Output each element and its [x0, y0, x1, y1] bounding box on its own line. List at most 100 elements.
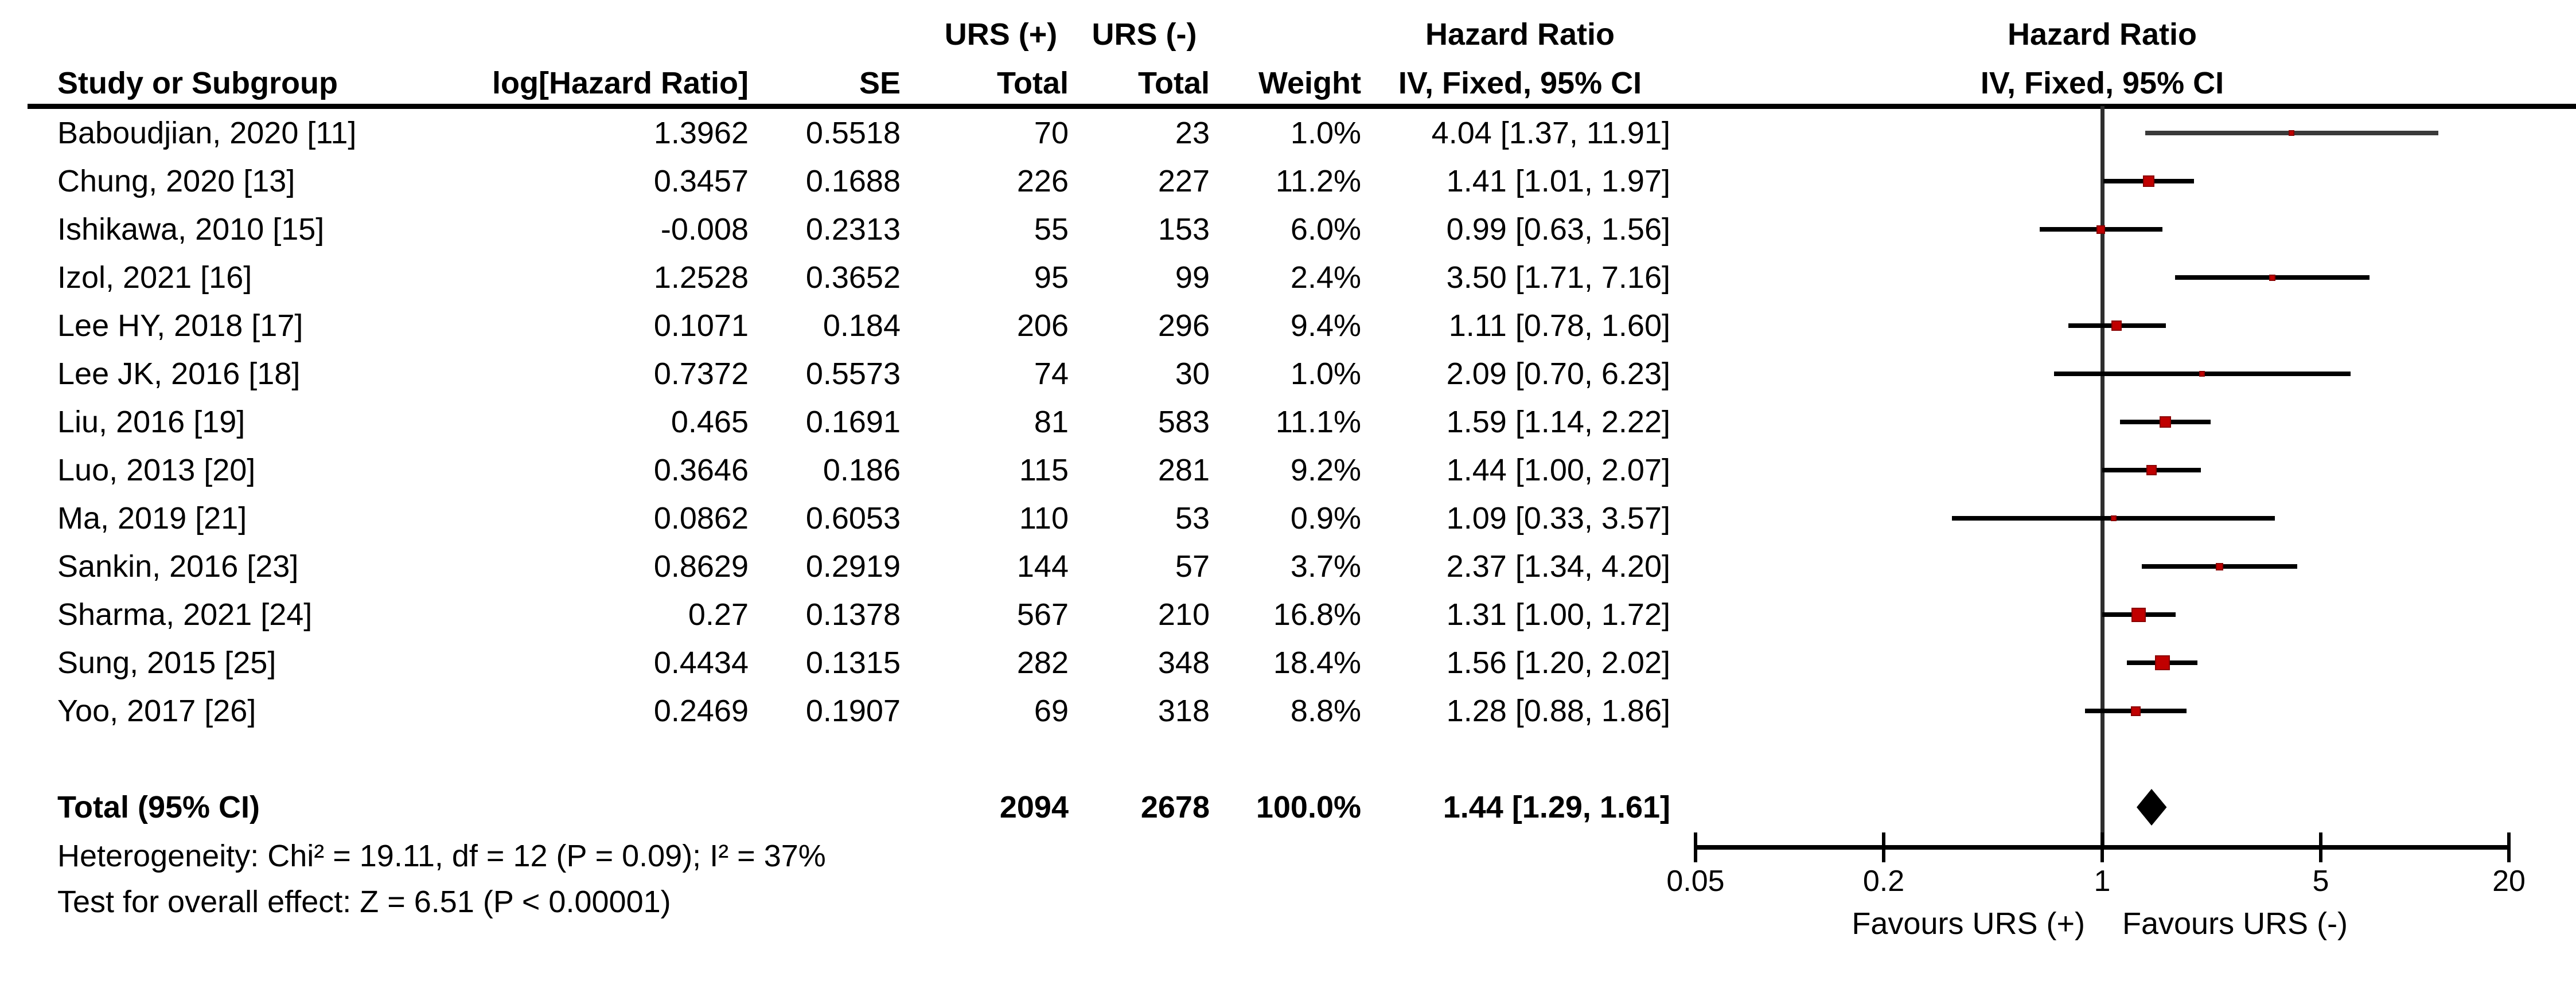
- log-hazard-ratio-value: 0.1071: [653, 308, 749, 343]
- hazard-ratio-ci-value: 4.04 [1.37, 11.91]: [1431, 116, 1670, 150]
- weight-value: 6.0%: [1290, 212, 1361, 247]
- urs-neg-total-value: 153: [1158, 212, 1210, 247]
- log-hazard-ratio-value: 1.2528: [653, 260, 749, 295]
- urs-pos-total-value: 95: [1034, 260, 1069, 295]
- urs-neg-total-value: 348: [1158, 646, 1210, 680]
- log-hazard-ratio-value: 0.465: [671, 405, 749, 439]
- weight-value: 16.8%: [1273, 597, 1361, 632]
- weight-value: 11.1%: [1275, 405, 1361, 439]
- column-header-log-hazard-ratio: log[Hazard Ratio]: [492, 66, 749, 100]
- urs-pos-total-value: 69: [1034, 694, 1069, 728]
- favours-left-label: Favours URS (+): [1852, 906, 2085, 941]
- se-value: 0.5573: [805, 357, 901, 391]
- urs-pos-total-value: 74: [1034, 357, 1069, 391]
- se-value: 0.1691: [805, 405, 901, 439]
- log-hazard-ratio-value: 0.2469: [653, 694, 749, 728]
- urs-pos-total-value: 206: [1016, 308, 1069, 343]
- weight-value: 9.4%: [1290, 308, 1361, 343]
- x-axis-tick: [2507, 832, 2511, 862]
- column-header-weight: Weight: [1258, 66, 1361, 100]
- study-name: Izol, 2021 [16]: [57, 260, 252, 295]
- se-value: 0.3652: [805, 260, 901, 295]
- hazard-ratio-ci-value: 1.31 [1.00, 1.72]: [1446, 597, 1670, 632]
- urs-neg-total-value: 227: [1158, 164, 1210, 198]
- se-value: 0.2919: [805, 549, 901, 584]
- hazard-ratio-ci-value: 1.09 [0.33, 3.57]: [1446, 501, 1670, 535]
- study-name: Liu, 2016 [19]: [57, 405, 245, 439]
- log-hazard-ratio-value: 0.4434: [653, 646, 749, 680]
- effect-size-square: [2111, 515, 2117, 521]
- effect-size-square: [2155, 655, 2170, 670]
- weight-value: 0.9%: [1290, 501, 1361, 535]
- log-hazard-ratio-value: 0.0862: [653, 501, 749, 535]
- study-name: Sharma, 2021 [24]: [57, 597, 313, 632]
- urs-pos-total-value: 110: [1019, 501, 1069, 535]
- hazard-ratio-ci-value: 1.11 [0.78, 1.60]: [1448, 308, 1670, 343]
- effect-size-square: [2143, 175, 2155, 187]
- column-header-se: SE: [859, 66, 901, 100]
- study-name: Luo, 2013 [20]: [57, 453, 256, 487]
- effect-size-square: [2130, 706, 2141, 716]
- study-name: Lee JK, 2016 [18]: [57, 357, 301, 391]
- x-axis-tick-label: 5: [2312, 865, 2329, 898]
- effect-size-square: [2096, 225, 2106, 234]
- weight-value: 2.4%: [1290, 260, 1361, 295]
- x-axis-tick-label: 0.2: [1862, 865, 1905, 898]
- total-weight-value: 100.0%: [1256, 790, 1361, 824]
- urs-neg-total-value: 583: [1158, 405, 1210, 439]
- se-value: 0.2313: [805, 212, 901, 247]
- urs-neg-total-value: 296: [1158, 308, 1210, 343]
- hazard-ratio-ci-value: 0.99 [0.63, 1.56]: [1446, 212, 1670, 247]
- se-value: 0.1378: [805, 597, 901, 632]
- effect-size-square: [2199, 371, 2205, 377]
- column-header-urs-pos: URS (+): [944, 17, 1058, 52]
- effect-size-square: [2131, 607, 2146, 622]
- plot-header-method: IV, Fixed, 95% CI: [1980, 66, 2224, 100]
- log-hazard-ratio-value: 0.7372: [653, 357, 749, 391]
- urs-pos-total-value: 144: [1016, 549, 1069, 584]
- hazard-ratio-ci-value: 1.41 [1.01, 1.97]: [1446, 164, 1670, 198]
- study-name: Yoo, 2017 [26]: [57, 694, 256, 728]
- urs-neg-total-value: 30: [1175, 357, 1210, 391]
- total-urs-pos-value: 2094: [999, 790, 1069, 824]
- x-axis-tick: [2100, 832, 2104, 862]
- hazard-ratio-ci-value: 1.44 [1.00, 2.07]: [1446, 453, 1670, 487]
- effect-size-square: [2215, 562, 2223, 570]
- hazard-ratio-ci-value: 1.59 [1.14, 2.22]: [1446, 405, 1670, 439]
- study-name: Ishikawa, 2010 [15]: [57, 212, 325, 247]
- effect-size-square: [2289, 130, 2295, 136]
- urs-pos-total-value: 567: [1016, 597, 1069, 632]
- weight-value: 9.2%: [1290, 453, 1361, 487]
- weight-value: 18.4%: [1273, 646, 1361, 680]
- total-hazard-ratio-ci: 1.44 [1.29, 1.61]: [1443, 790, 1670, 824]
- heterogeneity-stats: Heterogeneity: Chi² = 19.11, df = 12 (P …: [57, 839, 826, 873]
- column-header-method: IV, Fixed, 95% CI: [1398, 66, 1642, 100]
- urs-neg-total-value: 210: [1158, 597, 1210, 632]
- log-hazard-ratio-value: 0.3457: [653, 164, 749, 198]
- urs-neg-total-value: 281: [1158, 453, 1210, 487]
- hazard-ratio-ci-value: 2.09 [0.70, 6.23]: [1446, 357, 1670, 391]
- weight-value: 1.0%: [1290, 116, 1361, 150]
- column-header-total-urs-neg: Total: [1138, 66, 1210, 100]
- total-row-label: Total (95% CI): [57, 790, 260, 824]
- x-axis-tick: [1693, 832, 1697, 862]
- plot-header-hazard-ratio: Hazard Ratio: [2007, 17, 2197, 52]
- urs-pos-total-value: 226: [1016, 164, 1069, 198]
- effect-size-square: [2111, 320, 2122, 331]
- hazard-ratio-ci-value: 1.28 [0.88, 1.86]: [1446, 694, 1670, 728]
- log-hazard-ratio-value: 0.3646: [653, 453, 749, 487]
- urs-pos-total-value: 115: [1019, 453, 1069, 487]
- weight-value: 11.2%: [1275, 164, 1361, 198]
- column-header-total-urs-pos: Total: [997, 66, 1069, 100]
- effect-size-square: [2159, 416, 2171, 428]
- column-header-study: Study or Subgroup: [57, 66, 338, 100]
- urs-neg-total-value: 53: [1175, 501, 1210, 535]
- weight-value: 3.7%: [1290, 549, 1361, 584]
- effect-size-square: [2269, 274, 2276, 281]
- study-name: Lee HY, 2018 [17]: [57, 308, 303, 343]
- x-axis-tick-label: 20: [2492, 865, 2526, 898]
- urs-pos-total-value: 55: [1034, 212, 1069, 247]
- study-name: Sung, 2015 [25]: [57, 646, 276, 680]
- hazard-ratio-ci-value: 3.50 [1.71, 7.16]: [1446, 260, 1670, 295]
